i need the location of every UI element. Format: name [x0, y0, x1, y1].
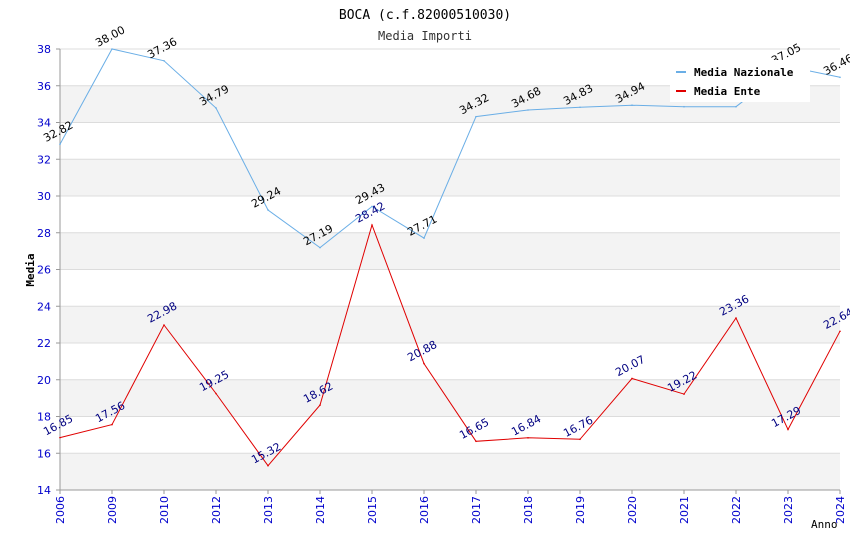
y-tick-label: 24 — [37, 300, 51, 313]
data-point — [215, 392, 217, 395]
data-point — [423, 362, 425, 365]
data-point — [163, 59, 165, 62]
x-tick-label: 2016 — [418, 496, 431, 524]
y-tick-label: 32 — [37, 153, 51, 166]
y-tick-label: 20 — [37, 374, 51, 387]
legend-box — [670, 60, 810, 102]
data-point — [371, 224, 373, 226]
y-axis-label: Media — [24, 253, 37, 286]
data-point — [319, 246, 321, 249]
data-point — [423, 237, 425, 239]
data-label: 16.76 — [561, 414, 595, 440]
x-tick-label: 2023 — [782, 496, 795, 524]
y-tick-label: 36 — [37, 80, 51, 93]
series-line-media-nazionale — [59, 48, 841, 249]
series-line-media-ente — [59, 223, 841, 467]
data-point — [319, 404, 321, 406]
data-point — [579, 106, 581, 109]
x-tick-label: 2012 — [210, 496, 223, 524]
series-lines — [59, 48, 841, 467]
data-point — [215, 107, 217, 109]
data-point — [111, 423, 113, 426]
data-point — [527, 109, 529, 111]
chart-title: BOCA (c.f.82000510030) — [339, 8, 511, 23]
y-tick-label: 38 — [37, 43, 51, 56]
axes — [59, 49, 841, 494]
legend: Media Nazionale Media Ente — [670, 60, 810, 102]
y-tick-label: 18 — [37, 411, 51, 424]
x-tick-label: 2010 — [158, 496, 171, 524]
x-tick-label: 2021 — [678, 496, 691, 524]
x-tick-labels: 2006 2009 2010 2012 2013 2014 2015 2016 2017 2018… — [54, 496, 847, 524]
data-point — [735, 317, 737, 319]
grid-band — [60, 453, 840, 490]
data-point — [59, 436, 61, 439]
grid-band — [60, 379, 840, 417]
legend-entry: Media Ente — [694, 85, 761, 98]
x-tick-label: 2017 — [470, 496, 483, 524]
data-point — [683, 393, 685, 395]
x-tick-label: 2024 — [834, 496, 847, 524]
y-tick-label: 14 — [37, 484, 51, 497]
data-label: 37.36 — [145, 35, 179, 61]
data-point — [111, 48, 113, 50]
grid-band — [60, 306, 840, 343]
legend-entry: Media Nazionale — [694, 66, 794, 79]
data-point — [475, 115, 477, 118]
grid-band — [60, 232, 840, 270]
x-tick-label: 2022 — [730, 496, 743, 524]
data-point — [163, 324, 165, 326]
x-tick-label: 2020 — [626, 496, 639, 524]
grid-bands — [60, 85, 840, 490]
data-point — [267, 464, 269, 467]
chart-subtitle: Media Importi — [378, 29, 472, 43]
data-point — [787, 428, 789, 431]
x-tick-label: 2009 — [106, 496, 119, 524]
y-tick-label: 26 — [37, 264, 51, 277]
data-point — [631, 377, 633, 380]
data-point — [579, 438, 581, 441]
data-label: 38.00 — [93, 23, 127, 49]
x-tick-label: 2019 — [574, 496, 587, 524]
data-point — [475, 440, 477, 443]
y-tick-label: 28 — [37, 227, 51, 240]
data-point — [631, 104, 633, 107]
data-point — [267, 209, 269, 211]
x-axis-label: Anno — [811, 518, 838, 531]
grid-lines — [56, 48, 840, 491]
data-point — [59, 143, 61, 145]
data-point — [527, 437, 529, 439]
y-tick-label: 22 — [37, 337, 51, 350]
data-point — [683, 105, 685, 108]
y-tick-label: 30 — [37, 190, 51, 203]
y-tick-labels: 14 16 18 20 22 24 26 28 30 32 34 36 38 — [37, 43, 51, 497]
data-point — [735, 105, 737, 108]
x-tick-label: 2014 — [314, 496, 327, 524]
data-point — [839, 76, 841, 79]
data-label: 36.46 — [821, 52, 850, 78]
x-tick-label: 2013 — [262, 496, 275, 524]
x-tick-label: 2006 — [54, 496, 67, 524]
data-label: 20.07 — [613, 353, 647, 379]
y-tick-label: 16 — [37, 447, 51, 460]
x-tick-label: 2018 — [522, 496, 535, 524]
data-point — [371, 205, 373, 208]
y-tick-label: 34 — [37, 117, 51, 130]
data-point — [839, 330, 841, 333]
x-tick-label: 2015 — [366, 496, 379, 524]
